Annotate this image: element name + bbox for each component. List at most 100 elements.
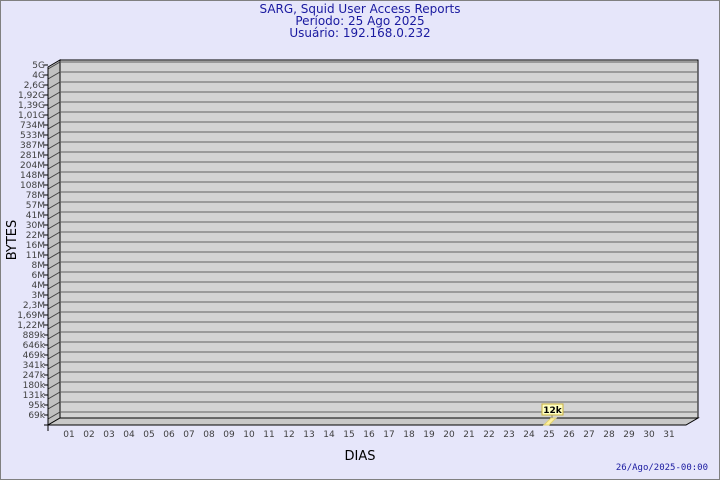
side-gridline: [47, 151, 61, 160]
side-gridline: [47, 391, 61, 400]
side-gridline: [47, 141, 61, 150]
data-label-box: [541, 403, 564, 416]
x-tick-label: 07: [183, 430, 194, 440]
side-gridline: [47, 121, 61, 130]
side-gridline: [47, 361, 61, 370]
side-gridline: [47, 61, 61, 70]
y-tick-label: 180k: [23, 381, 46, 391]
side-gridline: [47, 101, 61, 110]
x-tick-label: 27: [583, 430, 594, 440]
y-tick-label: 1,01G: [18, 111, 45, 121]
x-tick-label: 30: [643, 430, 655, 440]
y-tick-label: 41M: [26, 211, 45, 221]
side-gridline: [47, 331, 61, 340]
y-tick-label: 3M: [32, 291, 46, 301]
y-tick-label: 469k: [23, 351, 46, 361]
x-tick-label: 01: [63, 430, 74, 440]
chart-subtitle-period: Período: 25 Ago 2025: [295, 14, 425, 28]
y-tick-label: 11M: [26, 251, 45, 261]
x-tick-label: 20: [443, 430, 455, 440]
y-tick-label: 889k: [23, 331, 46, 341]
y-tick-label: 1,22M: [17, 321, 45, 331]
x-tick-label: 12: [283, 430, 294, 440]
x-tick-label: 11: [263, 430, 274, 440]
y-tick-label: 57M: [26, 201, 45, 211]
y-tick-label: 204M: [20, 161, 45, 171]
x-tick-label: 13: [303, 430, 314, 440]
side-gridline: [47, 231, 61, 240]
side-gridline: [47, 81, 61, 90]
x-tick-label: 05: [143, 430, 154, 440]
x-tick-label: 28: [603, 430, 615, 440]
y-tick-label: 247k: [23, 371, 46, 381]
y-tick-label: 1,69M: [17, 311, 45, 321]
x-tick-label: 15: [343, 430, 354, 440]
y-axis-label: BYTES: [5, 220, 20, 261]
side-gridline: [47, 221, 61, 230]
side-gridline: [47, 321, 61, 330]
side-gridline: [47, 381, 61, 390]
side-gridline: [47, 211, 61, 220]
y-tick-label: 8M: [32, 261, 46, 271]
x-tick-label: 04: [123, 430, 135, 440]
side-gridline: [47, 71, 61, 80]
y-tick-label: 533M: [20, 131, 45, 141]
y-tick-label: 108M: [20, 181, 45, 191]
side-gridline: [47, 291, 61, 300]
side-gridline: [47, 371, 61, 380]
y-tick-label: 2,6G: [24, 81, 45, 91]
side-gridline: [47, 201, 61, 210]
y-tick-label: 69k: [28, 411, 45, 421]
data-label: 12k: [543, 406, 563, 416]
y-tick-label: 646k: [23, 341, 46, 351]
x-tick-label: 31: [663, 430, 674, 440]
y-tick-label: 4G: [32, 71, 45, 81]
x-tick-label: 17: [383, 430, 394, 440]
y-tick-label: 281M: [20, 151, 45, 161]
side-gridline: [47, 351, 61, 360]
x-tick-label: 16: [363, 430, 375, 440]
chart-subtitle-user: Usuário: 192.168.0.232: [289, 26, 431, 40]
x-tick-label: 14: [323, 430, 335, 440]
x-tick-label: 22: [483, 430, 494, 440]
y-tick-label: 95k: [28, 401, 45, 411]
y-tick-label: 30M: [26, 221, 45, 231]
side-gridline: [47, 411, 61, 420]
side-gridline: [47, 191, 61, 200]
y-tick-label: 5G: [32, 61, 45, 71]
x-tick-label: 18: [403, 430, 415, 440]
y-tick-label: 131k: [23, 391, 46, 401]
y-tick-label: 4M: [32, 281, 46, 291]
side-gridline: [47, 161, 61, 170]
side-gridline: [47, 171, 61, 180]
x-tick-label: 24: [523, 430, 535, 440]
side-gridline: [47, 251, 61, 260]
y-tick-label: 734M: [20, 121, 45, 131]
back-wall: [59, 59, 699, 419]
x-tick-label: 29: [623, 430, 635, 440]
y-tick-label: 16M: [26, 241, 45, 251]
side-gridline: [47, 241, 61, 250]
side-gridline: [47, 261, 61, 270]
x-tick-label: 25: [543, 430, 554, 440]
side-gridline: [47, 91, 61, 100]
y-tick-label: 387M: [20, 141, 45, 151]
x-tick-label: 10: [243, 430, 255, 440]
side-gridline: [47, 401, 61, 410]
y-tick-label: 1,92G: [18, 91, 45, 101]
side-gridline: [47, 301, 61, 310]
x-tick-label: 08: [203, 430, 215, 440]
y-tick-label: 1,39G: [18, 101, 45, 111]
side-gridline: [47, 131, 61, 140]
footer-timestamp: 26/Ago/2025-00:00: [616, 463, 708, 473]
x-tick-label: 02: [83, 430, 94, 440]
bar-day-25: [542, 417, 558, 426]
y-tick-label: 78M: [26, 191, 45, 201]
x-tick-label: 26: [563, 430, 575, 440]
x-axis-label: DIAS: [345, 449, 376, 464]
side-gridline: [47, 111, 61, 120]
side-gridline: [47, 271, 61, 280]
y-tick-label: 2,3M: [23, 301, 45, 311]
x-tick-label: 03: [103, 430, 114, 440]
